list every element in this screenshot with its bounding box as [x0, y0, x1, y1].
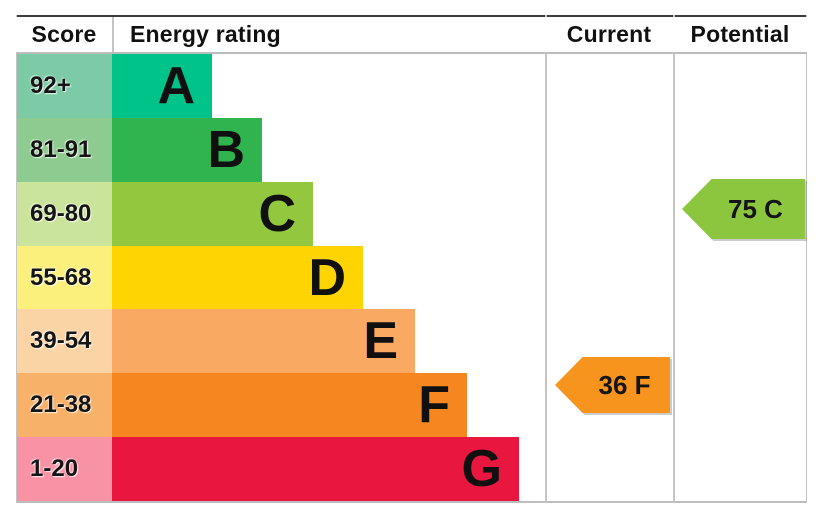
current-rating-marker: 36 F — [555, 357, 670, 413]
rating-letter: G — [461, 440, 502, 499]
potential-rating-label: 75 C — [728, 193, 783, 224]
rating-bar: F — [112, 373, 467, 438]
potential-rating-marker: 75 C — [682, 179, 805, 239]
rating-row: 81-91 B — [17, 117, 806, 182]
current-column-divider — [545, 15, 547, 503]
score-range-cell: 21-38 — [17, 373, 112, 438]
header-row: Score Energy rating Current Potential — [16, 17, 807, 54]
table-left-border — [16, 15, 17, 503]
rating-letter: D — [308, 248, 346, 307]
table-top-border — [16, 15, 807, 17]
potential-column-divider — [673, 15, 675, 503]
rating-row: 39-54 E — [17, 309, 806, 374]
rating-bands: 92+ A 81-91 B 69-80 C 55-68 D 39-54 E 21… — [17, 54, 806, 502]
current-rating-label: 36 F — [598, 369, 651, 400]
rating-letter: B — [207, 120, 245, 179]
epc-table: Score Energy rating Current Potential 92… — [16, 15, 807, 503]
rating-row: 21-38 F — [17, 373, 806, 438]
potential-column-header: Potential — [690, 21, 790, 47]
score-range-cell: 1-20 — [17, 437, 112, 502]
current-rating-arrow: 36 F — [555, 357, 670, 413]
score-range-cell: 92+ — [17, 54, 112, 118]
score-column-header: Score — [31, 21, 97, 47]
score-range-cell: 39-54 — [17, 309, 112, 374]
score-range-cell: 55-68 — [17, 245, 112, 310]
rating-bar: D — [112, 245, 363, 310]
rating-row: 55-68 D — [17, 245, 806, 310]
current-column-header: Current — [566, 21, 652, 47]
rating-bar: B — [112, 117, 262, 182]
rating-letter: A — [157, 56, 195, 115]
rating-letter: F — [418, 376, 450, 435]
score-range-cell: 81-91 — [17, 117, 112, 182]
rating-row: 92+ A — [17, 54, 806, 118]
rating-row: 69-80 C — [17, 181, 806, 246]
potential-rating-arrow: 75 C — [682, 179, 805, 239]
rating-bar: C — [112, 181, 313, 246]
rating-row: 1-20 G — [17, 437, 806, 502]
table-bottom-border — [16, 501, 807, 503]
rating-bar: G — [112, 437, 519, 502]
rating-bar: E — [112, 309, 415, 374]
rating-letter: C — [258, 184, 296, 243]
rating-bar: A — [112, 54, 212, 118]
score-column-divider — [112, 17, 114, 52]
score-range-cell: 69-80 — [17, 181, 112, 246]
table-right-border — [806, 15, 807, 503]
energy-rating-column-header: Energy rating — [130, 21, 281, 47]
rating-letter: E — [363, 312, 398, 371]
